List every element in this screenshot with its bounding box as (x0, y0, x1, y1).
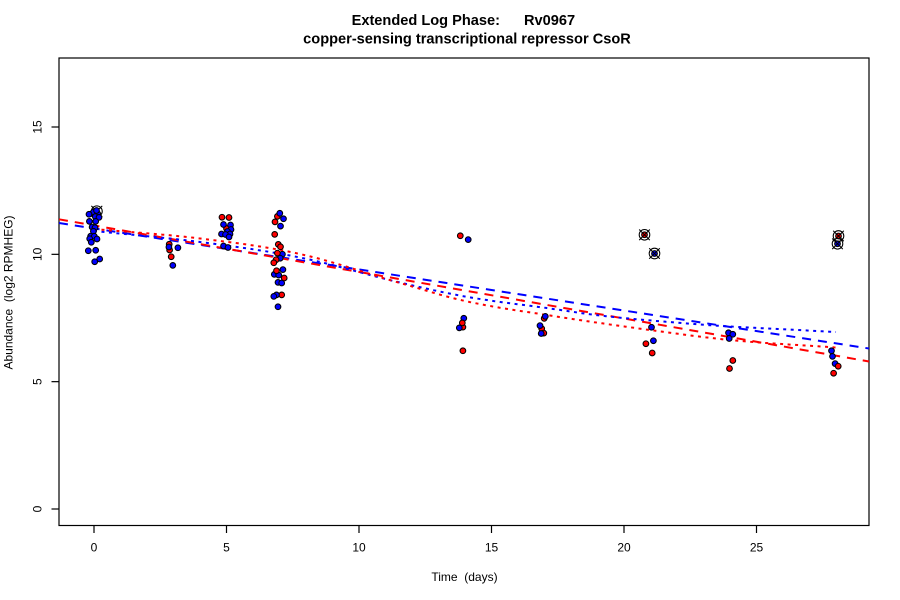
svg-text:copper-sensing transcriptional: copper-sensing transcriptional repressor… (303, 32, 631, 48)
svg-text:Time (days): Time (days) (431, 570, 497, 584)
svg-text:Extended Log Phase:: Extended Log Phase: (352, 13, 500, 29)
svg-text:15: 15 (485, 541, 499, 555)
svg-text:20: 20 (617, 541, 631, 555)
svg-text:25: 25 (750, 541, 764, 555)
svg-text:10: 10 (352, 541, 366, 555)
svg-text:Rv0967: Rv0967 (524, 13, 575, 29)
svg-text:10: 10 (31, 247, 45, 261)
svg-text:15: 15 (31, 120, 45, 134)
svg-text:Abundance (log2 RPMHEG): Abundance (log2 RPMHEG) (1, 215, 15, 369)
svg-text:5: 5 (223, 541, 230, 555)
svg-text:0: 0 (91, 541, 98, 555)
svg-text:5: 5 (31, 378, 45, 385)
svg-text:0: 0 (31, 505, 45, 512)
